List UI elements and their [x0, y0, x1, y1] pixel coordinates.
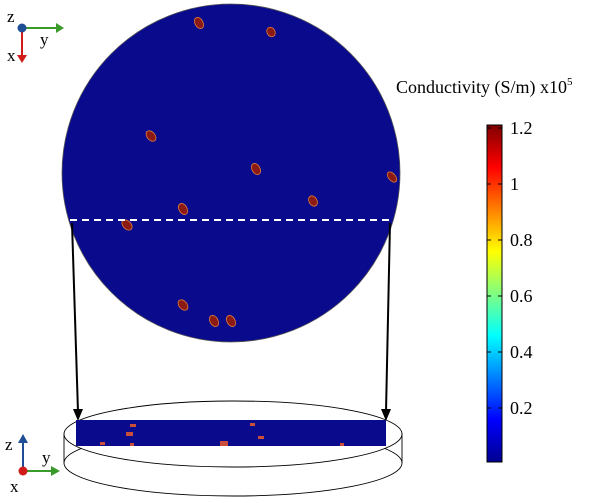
- inclusion-fragment: [100, 442, 105, 445]
- right-arrowhead: [381, 409, 391, 421]
- top-axis-triad: z y x: [7, 7, 64, 65]
- left-arrowhead: [73, 409, 83, 421]
- inclusion-fragment: [130, 424, 136, 427]
- inclusion: [266, 26, 276, 38]
- y-arrowhead-bottom: [51, 466, 60, 476]
- inclusion: [209, 315, 219, 327]
- inclusion: [194, 17, 204, 29]
- inclusion: [145, 130, 157, 142]
- cross-section-view: [63, 400, 403, 497]
- inclusion-fragment: [250, 423, 255, 426]
- colorbar-title-text: Conductivity (S/m) x10: [396, 77, 567, 97]
- inclusion: [251, 163, 261, 175]
- z-axis-dot-top: [17, 23, 27, 33]
- disk-top-view: [61, 3, 401, 343]
- y-label-bottom: y: [42, 448, 51, 467]
- colorbar-tick-label: 0.6: [510, 286, 533, 306]
- colorbar-ticks: [487, 127, 502, 409]
- x-axis-dot-bottom: [18, 466, 28, 476]
- x-arrowhead-top: [17, 55, 27, 63]
- section-slice: [76, 420, 386, 446]
- colorbar-tick-label: 0.4: [510, 342, 533, 362]
- colorbar-tick-label: 0.2: [510, 398, 533, 418]
- inclusion-fragment: [126, 432, 133, 436]
- inclusion-fragment: [258, 436, 264, 439]
- x-label-bottom: x: [10, 477, 19, 496]
- inclusion: [308, 195, 318, 207]
- bottom-axis-triad: z y x: [5, 434, 60, 496]
- colorbar-tick-label: 0.8: [510, 230, 533, 250]
- inclusion: [178, 203, 188, 215]
- colorbar: 1.2 1 0.8 0.6 0.4 0.2: [486, 118, 533, 463]
- inclusion: [386, 171, 398, 183]
- projection-arrows: [71, 222, 391, 421]
- top-view-disk: [61, 3, 401, 343]
- inclusion: [226, 315, 236, 327]
- z-label-top: z: [7, 7, 15, 26]
- inclusion: [177, 299, 189, 311]
- y-label-top: y: [40, 30, 49, 49]
- inclusion-fragment: [340, 443, 344, 446]
- colorbar-tick-label: 1: [510, 174, 519, 194]
- inclusion-fragment: [220, 441, 228, 446]
- right-projection-arrow: [385, 222, 391, 413]
- y-arrowhead-top: [56, 23, 64, 33]
- colorbar-title: Conductivity (S/m) x105: [396, 76, 573, 98]
- inclusions-top: [121, 17, 398, 327]
- inclusions-section: [100, 423, 344, 446]
- inclusion-fragment: [130, 443, 134, 446]
- x-label-top: x: [7, 46, 16, 65]
- left-projection-arrow: [71, 222, 79, 413]
- z-label-bottom: z: [5, 435, 13, 454]
- colorbar-tick-label: 1.2: [510, 118, 533, 138]
- colorbar-title-exponent: 5: [567, 76, 573, 88]
- colorbar-tick-labels: 1.2 1 0.8 0.6 0.4 0.2: [510, 118, 533, 418]
- z-arrowhead-bottom: [18, 434, 28, 443]
- colorbar-gradient: [486, 124, 503, 463]
